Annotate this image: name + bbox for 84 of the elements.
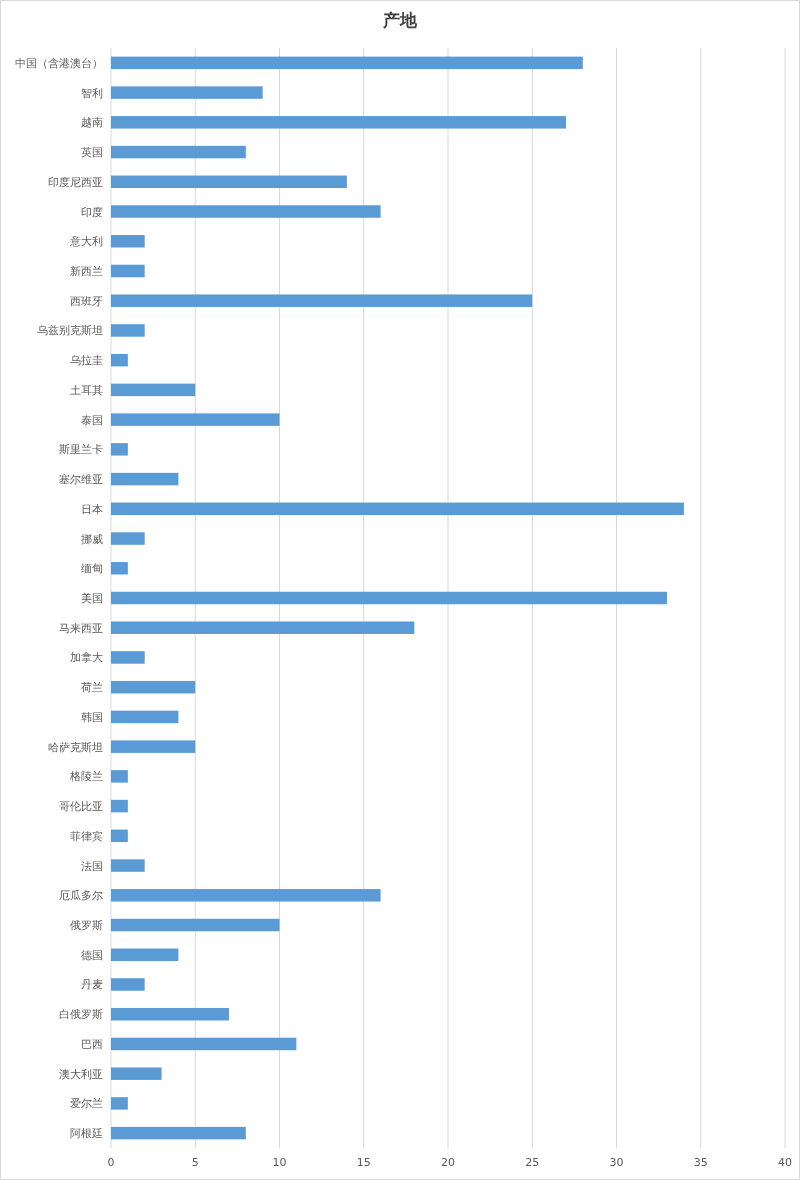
y-tick-label: 越南 <box>81 116 103 130</box>
y-tick-label: 哥伦比亚 <box>59 800 103 814</box>
bar <box>111 205 381 218</box>
y-tick-label: 爱尔兰 <box>70 1097 103 1111</box>
bar <box>111 799 128 813</box>
y-tick-label: 韩国 <box>81 710 103 724</box>
y-tick-label: 乌兹别克斯坦 <box>37 324 103 338</box>
bar <box>111 443 128 456</box>
bar <box>111 264 145 278</box>
y-tick-label: 厄瓜多尔 <box>59 889 103 903</box>
y-tick-label: 俄罗斯 <box>70 919 103 933</box>
bar <box>111 591 668 605</box>
bar <box>111 978 145 991</box>
bar <box>111 740 196 753</box>
y-tick-label: 法国 <box>81 859 103 873</box>
y-tick-label: 智利 <box>81 86 103 100</box>
bar <box>111 294 533 307</box>
bar <box>111 651 145 664</box>
y-tick-label: 丹麦 <box>81 978 103 992</box>
bar <box>111 353 128 367</box>
y-tick-label: 格陵兰 <box>69 770 103 784</box>
bar <box>111 1097 128 1110</box>
y-tick-label: 缅甸 <box>81 562 103 576</box>
bar <box>111 56 583 70</box>
bar <box>111 1037 297 1051</box>
x-tick-label: 10 <box>272 1156 287 1169</box>
bar <box>111 621 415 634</box>
y-tick-label: 巴西 <box>81 1037 103 1051</box>
bar <box>111 86 263 99</box>
y-tick-label: 德国 <box>81 948 103 962</box>
bar <box>111 324 145 337</box>
y-tick-label: 挪威 <box>81 532 103 546</box>
bar <box>111 1126 246 1140</box>
y-tick-label: 中国（含港澳台） <box>15 56 103 70</box>
bar <box>111 889 381 902</box>
x-tick-label: 5 <box>191 1156 199 1169</box>
y-tick-label: 阿根廷 <box>70 1127 103 1141</box>
x-tick-label: 20 <box>441 1156 455 1169</box>
bar <box>111 680 196 694</box>
y-tick-label: 马来西亚 <box>59 621 103 635</box>
bar <box>111 1007 229 1021</box>
bar <box>111 918 280 932</box>
bar <box>111 116 566 129</box>
y-tick-label: 乌拉圭 <box>70 354 103 368</box>
y-tick-label: 意大利 <box>69 235 103 249</box>
y-tick-label: 英国 <box>81 146 103 160</box>
x-tick-label: 35 <box>693 1156 708 1169</box>
x-tick-label: 30 <box>609 1156 624 1169</box>
y-tick-label: 加拿大 <box>70 651 103 665</box>
y-tick-label: 泰国 <box>81 413 103 427</box>
y-tick-label: 菲律宾 <box>70 829 103 843</box>
y-tick-label: 白俄罗斯 <box>59 1008 103 1022</box>
x-tick-label: 15 <box>356 1156 371 1169</box>
bar <box>111 383 196 397</box>
bar <box>111 859 145 872</box>
y-tick-label: 美国 <box>81 592 103 605</box>
bar <box>111 413 280 426</box>
y-tick-label: 澳大利亚 <box>59 1067 103 1081</box>
bar <box>111 175 347 189</box>
y-tick-label: 荷兰 <box>81 681 103 695</box>
bar <box>111 235 145 248</box>
y-tick-label: 西班牙 <box>70 294 103 308</box>
y-tick-label: 印度尼西亚 <box>48 175 103 189</box>
y-tick-label: 塞尔维亚 <box>59 473 103 487</box>
y-tick-label: 日本 <box>81 502 103 516</box>
chart-title: 产地 <box>382 10 418 30</box>
x-tick-label: 40 <box>778 1156 792 1169</box>
y-tick-label: 印度 <box>81 205 103 219</box>
bar <box>111 1067 162 1080</box>
bar <box>111 472 179 486</box>
x-tick-label: 25 <box>525 1156 540 1169</box>
bar <box>111 562 128 575</box>
bar <box>111 770 128 783</box>
bar <box>111 948 179 961</box>
bar <box>111 145 246 159</box>
y-tick-label: 哈萨克斯坦 <box>48 740 103 754</box>
bar <box>111 710 179 724</box>
y-tick-label: 新西兰 <box>70 264 103 278</box>
y-tick-label: 土耳其 <box>70 383 103 397</box>
x-tick-label: 0 <box>107 1156 115 1169</box>
bar <box>111 502 684 516</box>
y-tick-label: 斯里兰卡 <box>59 443 103 457</box>
bar <box>111 829 128 843</box>
bar <box>111 532 145 545</box>
